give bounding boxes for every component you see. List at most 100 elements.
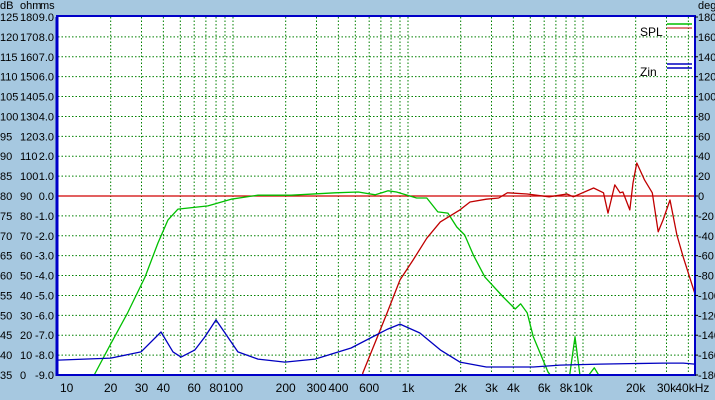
- y-tick-label-ms: 0.0: [39, 191, 54, 203]
- y-tick-label-db: 125: [0, 12, 18, 24]
- y-tick-label-ms: 6.0: [39, 72, 54, 84]
- x-tick-label: 6k: [538, 381, 552, 395]
- y-tick-label-ms: -1.0: [35, 211, 54, 223]
- legend-label-zin: Zin: [640, 65, 657, 79]
- right-tick-label: -100: [698, 290, 715, 302]
- right-tick-label: 120: [698, 72, 715, 84]
- unit-deg: deg: [698, 0, 715, 12]
- y-tick-label-db: 115: [0, 52, 18, 64]
- y-tick-label-ms: 4.0: [39, 111, 54, 123]
- y-tick-label-db: 50: [0, 310, 12, 322]
- x-tick-label: 40: [157, 381, 171, 395]
- x-tick-label: 200: [276, 381, 296, 395]
- y-tick-label-db: 70: [0, 231, 12, 243]
- y-tick-label-ohm: 30: [20, 310, 32, 322]
- x-tick-label: 400: [328, 381, 348, 395]
- x-tick-label: 30k: [657, 381, 677, 395]
- x-axis-labels: 10 20 30 40 60 80 100 200 300 400 600 1k 2k 3k 4k 6k 8k 1…: [60, 381, 709, 395]
- right-tick-label: -40: [698, 231, 714, 243]
- right-tick-label: -180: [698, 370, 715, 382]
- y-tick-label-ms: 2.0: [39, 151, 54, 163]
- y-tick-label-ohm: 140: [20, 92, 38, 104]
- x-tick-label: 4k: [507, 381, 521, 395]
- y-tick-label-ohm: 40: [20, 290, 32, 302]
- right-tick-label: 60: [698, 131, 710, 143]
- y-tick-label-db: 65: [0, 251, 12, 263]
- right-tick-label: 100: [698, 92, 715, 104]
- right-tick-label: 40: [698, 151, 710, 163]
- y-tick-label-ms: 3.0: [39, 131, 54, 143]
- x-tick-label: 1k: [402, 381, 416, 395]
- x-tick-label: 40kHz: [675, 381, 709, 395]
- x-tick-label: 300: [306, 381, 326, 395]
- y-tick-label-db: 95: [0, 131, 12, 143]
- y-tick-label-db: 35: [0, 370, 12, 382]
- y-tick-label-ohm: 100: [20, 171, 38, 183]
- y-tick-label-ms: 1.0: [39, 171, 54, 183]
- y-tick-label-ohm: 130: [20, 111, 38, 123]
- right-tick-label: 0: [698, 191, 704, 203]
- y-tick-label-ohm: 10: [20, 350, 32, 362]
- y-tick-label-db: 100: [0, 111, 18, 123]
- x-tick-label: 3k: [485, 381, 499, 395]
- right-tick-label: 20: [698, 171, 710, 183]
- y-tick-label-ohm: 0: [20, 370, 26, 382]
- x-tick-label: 60: [187, 381, 201, 395]
- y-tick-label-ohm: 80: [20, 211, 32, 223]
- y-tick-label-ohm: 170: [20, 32, 38, 44]
- right-tick-label: -140: [698, 330, 715, 342]
- y-tick-label-ms: 9.0: [39, 12, 54, 24]
- legend-label-spl: SPL: [640, 25, 663, 39]
- unit-db: dB: [0, 0, 13, 12]
- y-tick-label-ohm: 160: [20, 52, 38, 64]
- x-tick-label: 20k: [626, 381, 646, 395]
- y-tick-label-db: 85: [0, 171, 12, 183]
- y-tick-label-db: 40: [0, 350, 12, 362]
- right-tick-label: -20: [698, 211, 714, 223]
- y-tick-label-db: 120: [0, 32, 18, 44]
- right-tick-label: -80: [698, 271, 714, 283]
- y-tick-label-ms: -8.0: [35, 350, 54, 362]
- y-tick-label-ohm: 180: [20, 12, 38, 24]
- y-tick-label-ms: -3.0: [35, 251, 54, 263]
- y-tick-label-db: 110: [0, 72, 18, 84]
- x-tick-label: 30: [135, 381, 149, 395]
- y-tick-label-ms: 8.0: [39, 32, 54, 44]
- y-tick-label-db: 90: [0, 151, 12, 163]
- x-tick-label: 10k: [573, 381, 593, 395]
- y-tick-label-db: 105: [0, 92, 18, 104]
- y-tick-label-ms: 5.0: [39, 92, 54, 104]
- y-tick-label-ohm: 110: [20, 151, 38, 163]
- x-tick-label: 80: [209, 381, 223, 395]
- right-tick-label: 80: [698, 111, 710, 123]
- x-tick-label: 2k: [454, 381, 468, 395]
- right-tick-label: -60: [698, 251, 714, 263]
- y-tick-label-ohm: 60: [20, 251, 32, 263]
- series-line-spl-1: [58, 162, 696, 376]
- y-tick-label-ohm: 90: [20, 191, 32, 203]
- y-tick-label-ohm: 50: [20, 271, 32, 283]
- right-tick-label: 180: [698, 12, 715, 24]
- right-tick-label: -160: [698, 350, 715, 362]
- y-tick-label-ohm: 150: [20, 72, 38, 84]
- x-tick-label: 20: [104, 381, 118, 395]
- y-tick-label-db: 55: [0, 290, 12, 302]
- y-tick-label-ms: -6.0: [35, 310, 54, 322]
- y-tick-label-db: 75: [0, 211, 12, 223]
- y-tick-label-db: 60: [0, 271, 12, 283]
- right-tick-label: 140: [698, 52, 715, 64]
- y-tick-label-ohm: 120: [20, 131, 38, 143]
- series-line-zin-2: [57, 319, 695, 368]
- y-tick-label-ohm: 70: [20, 231, 32, 243]
- unit-ms: ms: [40, 0, 55, 12]
- y-tick-label-ohm: 20: [20, 330, 32, 342]
- x-tick-label: 8k: [560, 381, 574, 395]
- y-tick-label-ms: -5.0: [35, 290, 54, 302]
- legend: SPL Zin: [640, 23, 692, 79]
- y-tick-label-ms: 7.0: [39, 52, 54, 64]
- x-tick-label: 600: [359, 381, 379, 395]
- y-tick-label-db: 80: [0, 191, 12, 203]
- right-tick-label: 160: [698, 32, 715, 44]
